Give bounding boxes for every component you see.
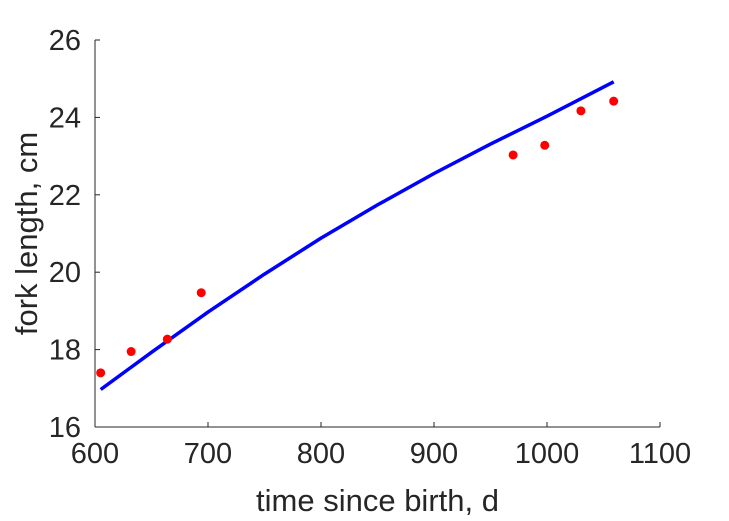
y-tick-label: 16: [49, 412, 81, 444]
data-point: [162, 334, 172, 344]
y-tick-label: 22: [49, 180, 81, 212]
x-tick-label: 900: [410, 438, 458, 470]
data-point: [508, 150, 518, 160]
y-tick-label: 20: [49, 257, 81, 289]
x-tick-label: 1000: [515, 438, 580, 470]
data-point: [126, 347, 136, 357]
x-tick-label: 800: [297, 438, 345, 470]
axes: 600 700 800 900 1000 1100 16 18 20 22 24 26: [49, 25, 691, 470]
model-curve: [99, 80, 615, 391]
y-ticks: 16 18 20 22 24 26: [49, 25, 100, 444]
y-tick-label: 24: [49, 102, 81, 134]
data-point: [576, 106, 586, 116]
data-point: [609, 96, 619, 106]
x-ticks: 600 700 800 900 1000 1100: [71, 422, 691, 470]
y-axis-label: fork length, cm: [9, 132, 44, 335]
series-layer: [96, 80, 619, 391]
x-tick-label: 700: [184, 438, 232, 470]
data-point: [96, 368, 106, 378]
x-tick-label: 600: [71, 438, 119, 470]
y-tick-label: 26: [49, 25, 81, 57]
data-point: [540, 140, 550, 150]
x-axis-label: time since birth, d: [256, 483, 499, 518]
y-tick-label: 18: [49, 335, 81, 367]
data-point: [196, 288, 206, 298]
x-tick-label: 1100: [629, 438, 691, 470]
